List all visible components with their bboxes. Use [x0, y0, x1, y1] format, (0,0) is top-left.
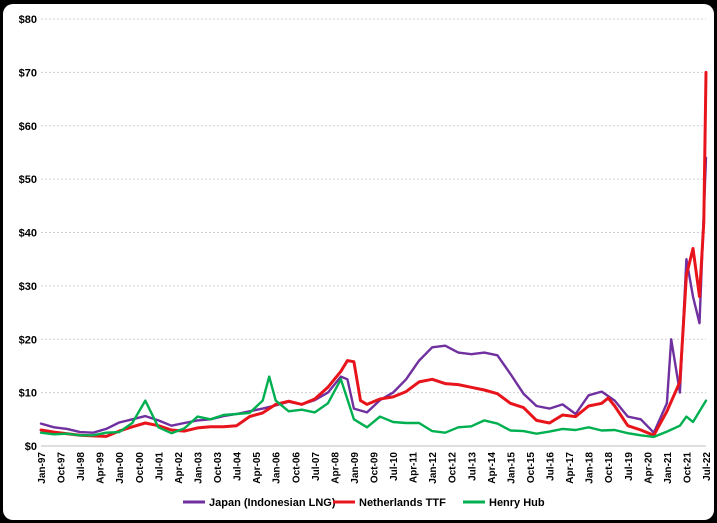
x-tick-label: Jan-00: [115, 452, 126, 484]
series-line: [39, 70, 708, 438]
grid-lines: [41, 18, 706, 447]
x-tick-label: Jul-13: [467, 452, 478, 481]
legend-label: Netherlands TTF: [359, 497, 446, 509]
x-tick-label: Apr-11: [409, 452, 420, 484]
series-line: [39, 375, 708, 439]
x-tick-label: Jan-97: [37, 452, 48, 484]
legend: Japan (Indonesian LNG) Netherlands TTF Hen…: [183, 497, 545, 509]
x-tick-label: Apr-14: [487, 452, 498, 484]
x-tick-label: Jan-21: [663, 452, 674, 484]
y-axis-ticks: $0 $10 $20 $30 $40 $50 $60 $70 $80: [19, 14, 37, 453]
x-tick-label: Jul-22: [702, 452, 713, 481]
x-tick-label: Jan-03: [193, 452, 204, 484]
x-tick-label: Apr-08: [330, 452, 341, 484]
series-lines: [39, 70, 708, 439]
x-tick-label: Oct-18: [604, 452, 615, 484]
x-tick-label: Oct-00: [135, 452, 146, 484]
y-tick-label: $60: [19, 121, 37, 133]
legend-label: Henry Hub: [489, 497, 545, 509]
x-tick-label: Jul-04: [233, 452, 244, 481]
legend-label: Japan (Indonesian LNG): [209, 497, 336, 509]
x-tick-label: Apr-02: [174, 452, 185, 484]
x-tick-label: Jan-18: [585, 452, 596, 484]
x-tick-label: Jan-09: [350, 452, 361, 484]
y-tick-label: $80: [19, 14, 37, 26]
x-tick-label: Jul-07: [311, 452, 322, 481]
x-tick-label: Jul-01: [154, 452, 165, 481]
x-tick-label: Oct-03: [213, 452, 224, 484]
x-tick-label: Apr-99: [96, 452, 107, 484]
x-tick-label: Jul-98: [76, 452, 87, 481]
x-tick-label: Oct-21: [682, 452, 693, 484]
series-line: [39, 156, 708, 434]
y-tick-label: $30: [19, 281, 37, 293]
x-tick-label: Jan-06: [272, 452, 283, 484]
x-tick-label: Apr-17: [565, 452, 576, 484]
x-tick-label: Jan-15: [506, 452, 517, 484]
x-axis-ticks: Jan-97 Oct-97 Jul-98 Apr-99 Jan-00 Oct-00 Jul-…: [37, 452, 713, 484]
x-tick-label: Oct-97: [57, 452, 68, 484]
x-tick-label: Jul-16: [546, 452, 557, 481]
y-tick-label: $50: [19, 174, 37, 186]
chart-frame: $0 $10 $20 $30 $40 $50 $60 $70 $80 Jan-97 Oct-97 J…: [3, 4, 714, 520]
y-tick-label: $10: [19, 388, 37, 400]
x-tick-label: Oct-12: [448, 452, 459, 484]
y-tick-label: $0: [25, 441, 37, 453]
y-tick-label: $70: [19, 67, 37, 79]
y-tick-label: $20: [19, 334, 37, 346]
x-tick-label: Oct-09: [370, 452, 381, 484]
x-tick-label: Jul-10: [389, 452, 400, 481]
x-tick-label: Oct-15: [526, 452, 537, 484]
y-tick-label: $40: [19, 228, 37, 240]
x-tick-label: Oct-06: [291, 452, 302, 484]
line-chart: $0$10$20$30$40$50$60$70$80 Jan-97 Oct-97 J…: [19, 14, 713, 509]
x-tick-label: Jan-12: [428, 452, 439, 484]
x-tick-label: Apr-05: [252, 452, 263, 484]
x-tick-label: Jul-19: [624, 452, 635, 481]
x-tick-label: Apr-20: [643, 452, 654, 484]
